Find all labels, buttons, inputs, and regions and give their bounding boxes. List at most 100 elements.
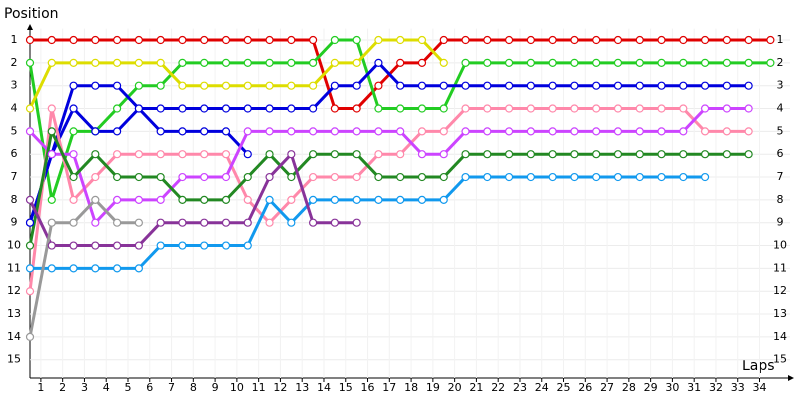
lap-point — [766, 58, 775, 67]
lap-point — [134, 218, 143, 227]
lap-point — [308, 35, 318, 45]
lap-point — [374, 172, 383, 182]
x-tick-label: 1 — [37, 381, 44, 394]
y-tick-label: 4 — [11, 102, 18, 115]
lap-point — [504, 172, 514, 182]
lap-point — [69, 104, 78, 113]
lap-point — [635, 58, 644, 67]
lap-point — [439, 172, 448, 182]
lap-point — [744, 81, 753, 90]
lap-point — [417, 58, 427, 67]
lap-point — [613, 127, 623, 136]
lap-point — [439, 35, 448, 45]
x-tick-label: 13 — [295, 381, 309, 394]
lap-point — [592, 81, 601, 90]
x-tick-label: 27 — [600, 381, 614, 394]
lap-point — [635, 172, 644, 182]
series-line — [28, 107, 749, 292]
lap-point — [178, 172, 187, 182]
lap-point — [483, 35, 492, 45]
lap-point — [47, 264, 56, 273]
lap-point — [287, 127, 296, 136]
lap-point — [243, 150, 252, 159]
lap-point — [308, 172, 318, 182]
lap-point — [613, 150, 623, 159]
lap-point — [744, 58, 753, 67]
lap-point — [417, 172, 427, 182]
lap-point — [374, 81, 383, 90]
y-tick-label: 6 — [11, 147, 18, 160]
x-tick-label: 6 — [146, 381, 153, 394]
lap-point — [396, 81, 405, 90]
x-tick-label: 14 — [317, 381, 331, 394]
lap-point — [417, 35, 427, 45]
lap-point — [352, 172, 361, 182]
lap-point — [156, 172, 165, 182]
lap-point — [91, 264, 100, 273]
lap-point — [91, 218, 100, 227]
lap-point — [417, 127, 427, 136]
x-tick-label: 8 — [190, 381, 197, 394]
series-line — [30, 38, 771, 111]
lap-point — [352, 35, 361, 45]
lap-point — [308, 127, 318, 136]
lap-point — [352, 104, 361, 113]
lap-point — [722, 81, 731, 90]
lap-point — [287, 104, 296, 113]
lap-point — [592, 104, 601, 113]
lap-point — [439, 81, 448, 90]
x-tick-label: 9 — [212, 381, 219, 394]
lap-point — [113, 150, 122, 159]
lap-point — [134, 241, 143, 250]
lap-point — [548, 58, 557, 67]
lap-point — [287, 172, 296, 182]
x-tick-label: 28 — [622, 381, 636, 394]
lap-point — [243, 58, 252, 67]
lap-point — [722, 150, 731, 159]
lap-point — [113, 172, 122, 182]
lap-point — [156, 127, 165, 136]
lap-point — [461, 127, 470, 136]
lap-point — [265, 172, 274, 182]
lap-point — [657, 172, 666, 182]
lap-point — [178, 81, 187, 90]
lap-point — [592, 58, 601, 67]
lap-point — [113, 81, 122, 90]
lap-point — [330, 172, 339, 182]
lap-point — [330, 81, 339, 90]
lap-point — [504, 81, 514, 90]
lap-point — [69, 58, 78, 67]
lap-point — [722, 104, 731, 113]
lap-point — [200, 81, 209, 90]
lap-point — [221, 127, 231, 136]
lap-point — [25, 264, 35, 273]
lap-point — [178, 104, 187, 113]
y-tick-label-right: 1 — [777, 33, 784, 46]
x-tick-label: 12 — [273, 381, 287, 394]
lap-point — [178, 127, 187, 136]
y-tick-label: 9 — [11, 216, 18, 229]
lap-point — [287, 81, 296, 90]
x-tick-label: 4 — [103, 381, 110, 394]
series-line — [28, 61, 749, 224]
lap-point — [374, 195, 383, 204]
y-tick-label-right: 15 — [773, 353, 787, 366]
lap-point — [221, 35, 231, 45]
lap-point — [69, 35, 78, 45]
lap-point — [69, 150, 78, 159]
lap-point — [287, 150, 296, 159]
lap-point — [396, 104, 405, 113]
lap-point — [47, 104, 56, 113]
lap-point — [657, 104, 666, 113]
lap-point — [308, 81, 318, 90]
lap-point — [592, 127, 601, 136]
lap-point — [243, 81, 252, 90]
x-tick-label: 19 — [426, 381, 440, 394]
lap-point — [200, 218, 209, 227]
lap-point — [766, 35, 775, 45]
lap-point — [439, 150, 448, 159]
lap-point — [330, 58, 339, 67]
lap-point — [417, 195, 427, 204]
lap-point — [396, 58, 405, 67]
lap-point — [679, 150, 688, 159]
